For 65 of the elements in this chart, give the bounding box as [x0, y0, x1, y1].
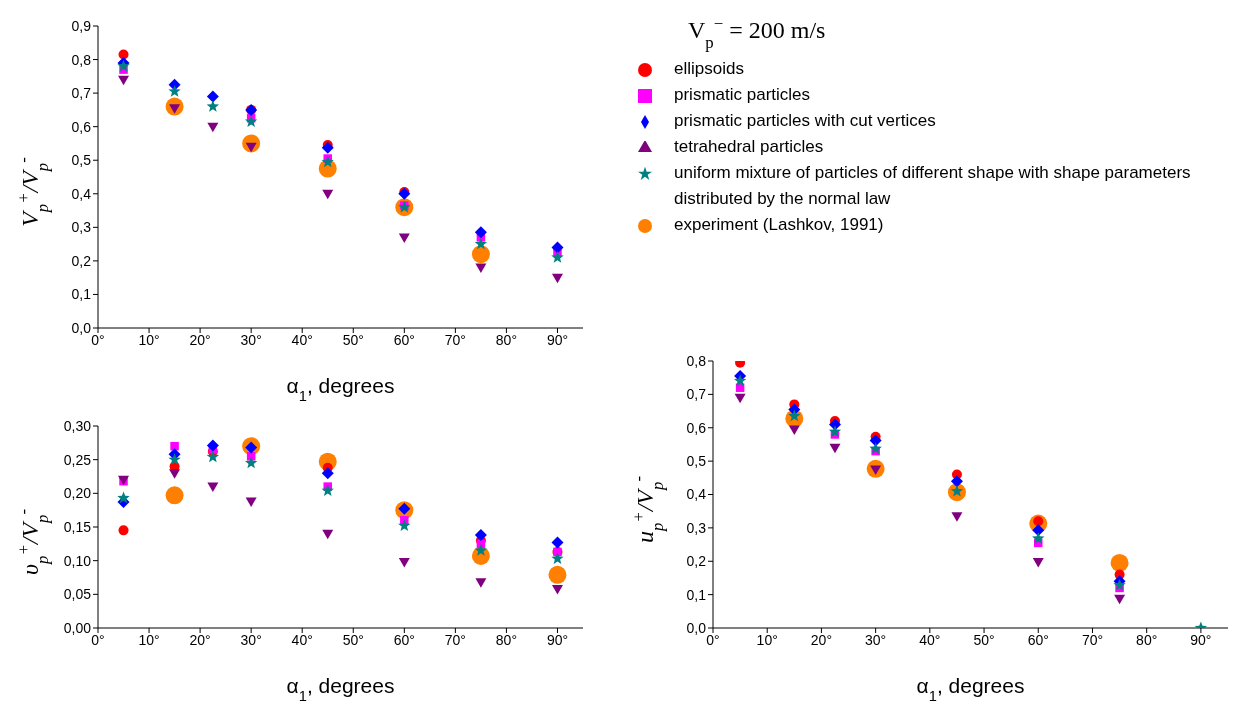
x-tick-label: 70° — [444, 331, 466, 348]
y-tick-label: 0,4 — [71, 185, 92, 202]
x-tick-label: 90° — [546, 631, 569, 648]
y-tick-label: 0,05 — [63, 586, 92, 603]
y-tick-label: 0,1 — [71, 286, 92, 303]
x-axis-title: α$_{1}$, degrees — [286, 374, 395, 404]
y-tick-label: 0,20 — [63, 485, 92, 502]
y-tick-label: 0,00 — [63, 619, 92, 636]
y-tick-label: 0,6 — [686, 419, 707, 436]
x-tick-label: 50° — [342, 331, 364, 348]
x-tick-label: 60° — [1027, 631, 1049, 648]
x-tick-label: 30° — [240, 331, 262, 348]
y-tick-label: 0,5 — [686, 453, 707, 470]
x-tick-label: 10° — [138, 331, 160, 348]
y-tick-label: 0,1 — [686, 586, 707, 603]
x-tick-label: 40° — [919, 631, 941, 648]
y-tick-label: 0,5 — [71, 152, 92, 169]
legend-label: prismatic particles — [674, 84, 811, 106]
x-tick-label: 10° — [756, 631, 778, 648]
y-tick-label: 0,30 — [63, 417, 92, 434]
x-tick-label: 80° — [495, 331, 518, 348]
y-tick-label: 0,8 — [686, 352, 707, 369]
x-tick-label: 0° — [91, 331, 105, 348]
y-tick-label: 0,0 — [686, 619, 707, 636]
x-tick-label: 10° — [138, 631, 160, 648]
legend-title: V$_{p}$$^{−}$ = 200 m/s — [688, 13, 826, 52]
x-tick-label: 80° — [1136, 631, 1158, 648]
x-tick-label: 20° — [810, 631, 833, 648]
y-tick-label: 0,7 — [71, 85, 92, 102]
x-tick-label: 80° — [495, 631, 518, 648]
y-tick-label: 0,8 — [71, 51, 92, 68]
legend-label: experiment (Lashkov, 1991) — [674, 214, 884, 236]
x-tick-label: 40° — [291, 331, 313, 348]
y-tick-label: 0,15 — [63, 518, 92, 535]
x-tick-label: 20° — [189, 631, 211, 648]
y-tick-label: 0,7 — [686, 386, 707, 403]
y-tick-label: 0,4 — [686, 486, 707, 503]
y-tick-label: 0,2 — [686, 553, 707, 570]
legend-label: tetrahedral particles — [674, 136, 824, 158]
legend-label: prismatic particles with cut vertices — [674, 110, 936, 132]
x-tick-label: 90° — [546, 331, 569, 348]
x-tick-label: 30° — [865, 631, 887, 648]
x-tick-label: 70° — [444, 631, 466, 648]
y-tick-label: 0,0 — [71, 319, 92, 336]
legend-label: ellipsoids — [674, 58, 744, 80]
x-axis-title: α$_{1}$, degrees — [286, 674, 395, 704]
x-tick-label: 90° — [1190, 631, 1212, 648]
x-tick-label: 70° — [1081, 631, 1104, 648]
x-axis-title: α$_{1}$, degrees — [916, 674, 1025, 704]
x-tick-label: 50° — [973, 631, 995, 648]
y-tick-label: 0,10 — [63, 552, 92, 569]
x-tick-label: 40° — [291, 631, 313, 648]
x-tick-label: 50° — [342, 631, 364, 648]
y-tick-label: 0,9 — [71, 17, 92, 34]
y-tick-label: 0,25 — [63, 451, 92, 468]
y-tick-label: 0,2 — [71, 252, 92, 269]
x-tick-label: 20° — [189, 331, 211, 348]
x-tick-label: 0° — [91, 631, 105, 648]
x-tick-label: 60° — [393, 331, 415, 348]
x-tick-label: 60° — [393, 631, 415, 648]
y-tick-label: 0,6 — [71, 118, 92, 135]
x-tick-label: 0° — [706, 631, 720, 648]
y-tick-label: 0,3 — [71, 219, 92, 236]
x-tick-label: 30° — [240, 631, 262, 648]
y-tick-label: 0,3 — [686, 519, 707, 536]
